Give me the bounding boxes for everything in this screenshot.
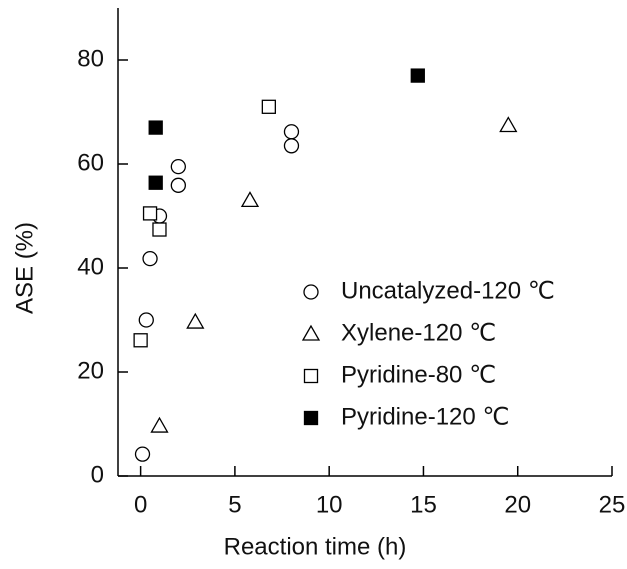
- point: [134, 446, 151, 462]
- legend-label: Pyridine-120 ℃: [341, 403, 509, 430]
- x-axis-label: Reaction time (h): [224, 533, 407, 560]
- point: [261, 99, 276, 114]
- legend-marker: [303, 368, 319, 384]
- point: [410, 68, 425, 83]
- point: [283, 124, 300, 140]
- legend-marker: [301, 324, 321, 341]
- y-tick-label: 20: [77, 357, 104, 384]
- point: [283, 138, 300, 154]
- x-tick-label: 0: [134, 491, 147, 518]
- legend-marker: [303, 284, 319, 300]
- x-tick-label: 25: [599, 491, 626, 518]
- y-tick-label: 60: [77, 149, 104, 176]
- point: [240, 191, 260, 208]
- point: [186, 312, 205, 329]
- legend-marker: [303, 410, 319, 426]
- y-tick-label: 80: [77, 45, 104, 72]
- legend-label: Xylene-120 ℃: [341, 319, 496, 346]
- y-tick-label: 0: [91, 461, 104, 488]
- point: [148, 175, 163, 190]
- point: [499, 116, 518, 133]
- point: [170, 177, 186, 193]
- legend-label: Uncatalyzed-120 ℃: [341, 277, 555, 304]
- point: [142, 250, 158, 267]
- legend-label: Pyridine-80 ℃: [341, 361, 496, 388]
- x-tick-label: 5: [228, 491, 241, 518]
- y-axis-label: ASE (%): [11, 222, 38, 314]
- point: [133, 333, 148, 348]
- point: [138, 312, 154, 328]
- point: [152, 222, 167, 237]
- x-tick-label: 15: [410, 491, 437, 518]
- point: [142, 206, 158, 221]
- point: [150, 416, 169, 433]
- x-tick-label: 20: [504, 491, 531, 518]
- y-tick-label: 40: [77, 253, 104, 280]
- point: [170, 158, 186, 175]
- point: [148, 120, 163, 135]
- x-tick-label: 10: [316, 491, 343, 518]
